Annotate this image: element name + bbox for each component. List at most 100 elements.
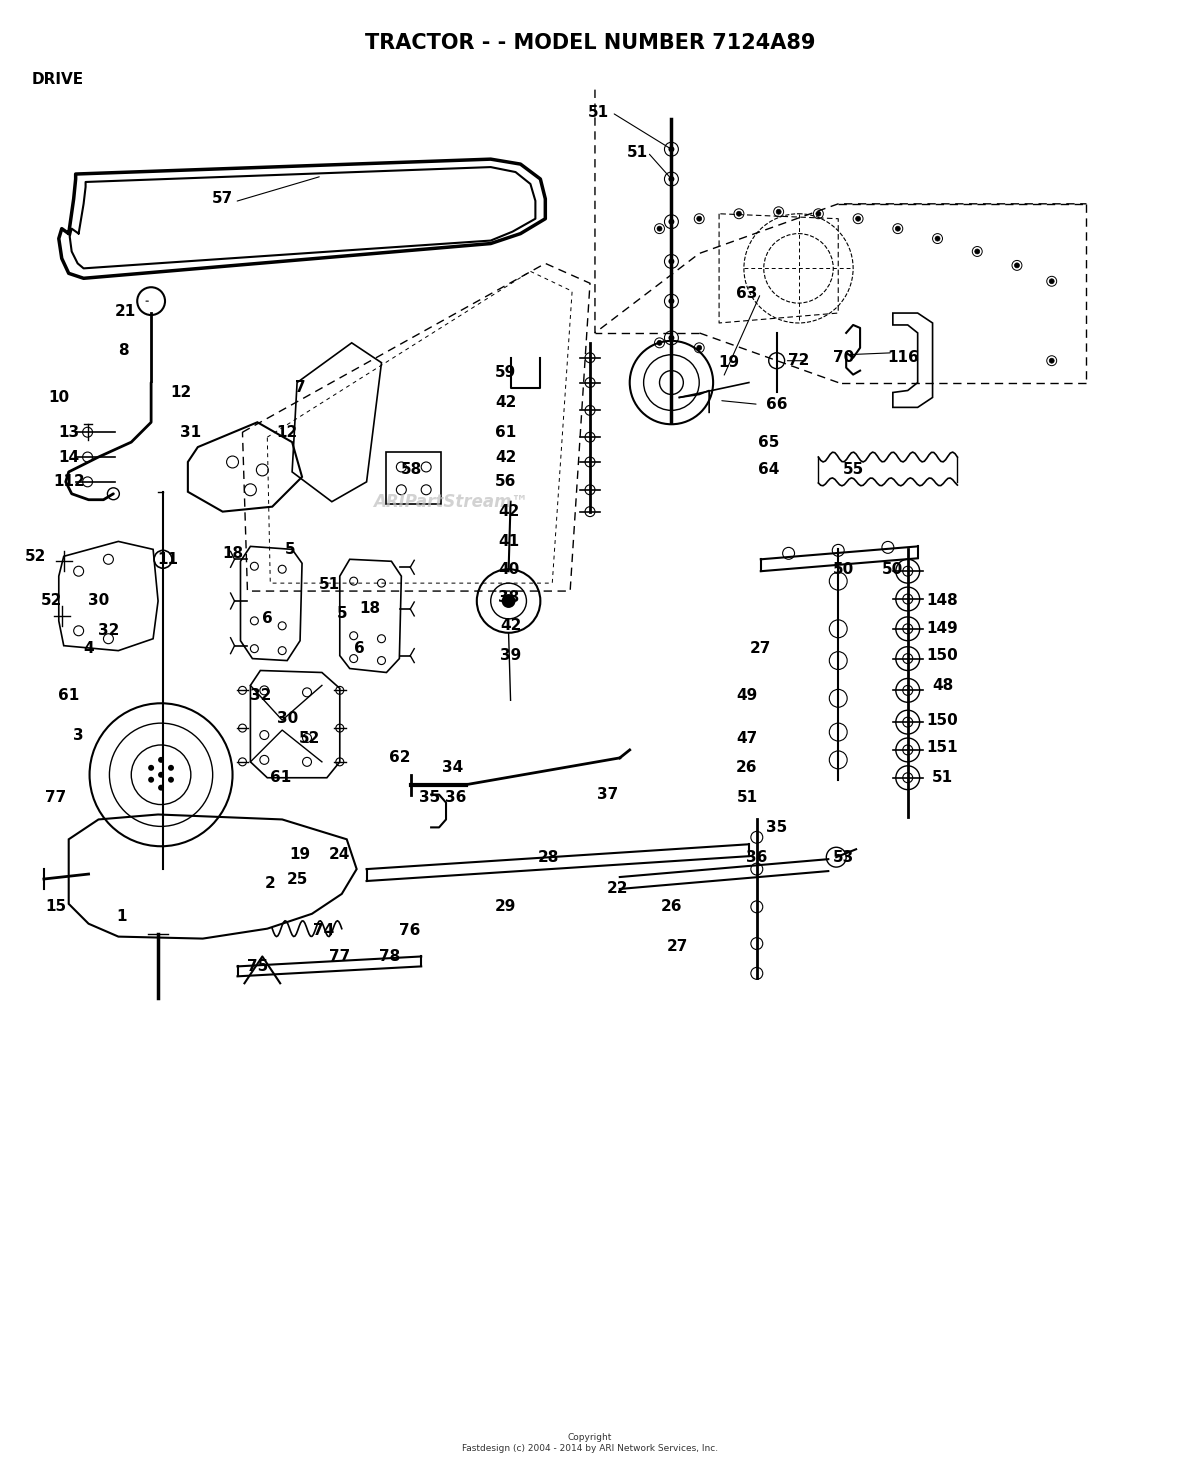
Text: 116: 116 [887, 350, 919, 365]
Circle shape [158, 771, 164, 777]
Text: 55: 55 [843, 463, 864, 478]
Text: 14: 14 [58, 449, 79, 464]
Text: 72: 72 [788, 353, 809, 368]
Text: 42: 42 [494, 394, 517, 409]
Circle shape [668, 147, 675, 153]
Circle shape [158, 785, 164, 790]
Text: 28: 28 [538, 850, 559, 865]
Circle shape [736, 211, 741, 217]
Circle shape [668, 335, 675, 341]
Text: 39: 39 [500, 648, 522, 663]
Text: 3: 3 [73, 728, 84, 743]
Text: 22: 22 [607, 881, 629, 896]
Text: 63: 63 [736, 286, 758, 301]
Text: 42: 42 [498, 504, 519, 519]
Text: 59: 59 [494, 365, 516, 380]
Circle shape [668, 298, 675, 304]
Circle shape [1049, 359, 1054, 363]
Circle shape [502, 595, 516, 608]
Circle shape [657, 341, 662, 346]
Text: 36: 36 [746, 850, 767, 865]
Text: 1: 1 [116, 909, 126, 924]
Circle shape [896, 227, 900, 231]
Text: 32: 32 [98, 623, 119, 638]
Text: 26: 26 [661, 899, 682, 915]
Text: 149: 149 [926, 621, 958, 636]
Circle shape [975, 249, 979, 254]
Text: 19: 19 [289, 847, 310, 862]
Circle shape [657, 227, 662, 231]
Text: 42: 42 [494, 449, 517, 464]
Text: Copyright
Fastdesign (c) 2004 - 2014 by ARI Network Services, Inc.: Copyright Fastdesign (c) 2004 - 2014 by … [461, 1433, 719, 1453]
Circle shape [168, 765, 173, 771]
Circle shape [668, 258, 675, 264]
Text: 40: 40 [498, 562, 519, 577]
Text: 27: 27 [750, 641, 772, 655]
Text: 65: 65 [758, 435, 780, 449]
Circle shape [1015, 262, 1020, 268]
Text: 8: 8 [118, 343, 129, 359]
Circle shape [668, 176, 675, 182]
Text: 52: 52 [41, 593, 63, 608]
Text: 30: 30 [87, 593, 109, 608]
Text: 18: 18 [222, 546, 243, 561]
Text: 27: 27 [667, 939, 688, 954]
Text: 64: 64 [758, 463, 780, 478]
Circle shape [149, 777, 155, 783]
Text: 36: 36 [445, 790, 466, 805]
Circle shape [668, 218, 675, 225]
Text: 151: 151 [926, 740, 958, 755]
Text: 51: 51 [588, 105, 609, 120]
Text: 51: 51 [627, 145, 648, 160]
Text: 77: 77 [45, 790, 66, 805]
Bar [386, 452, 441, 504]
Text: 76: 76 [399, 922, 420, 939]
Text: 61: 61 [494, 424, 516, 439]
Text: 10: 10 [48, 390, 70, 405]
Text: 57: 57 [212, 191, 234, 206]
Text: DRIVE: DRIVE [32, 73, 84, 87]
Text: 13: 13 [58, 424, 79, 439]
Circle shape [856, 217, 860, 221]
Text: 49: 49 [736, 688, 758, 703]
Text: TRACTOR - - MODEL NUMBER 7124A89: TRACTOR - - MODEL NUMBER 7124A89 [365, 33, 815, 53]
Text: 51: 51 [736, 790, 758, 805]
Text: 50: 50 [833, 562, 854, 577]
Text: 6: 6 [262, 611, 273, 626]
Text: 6: 6 [354, 641, 365, 655]
Circle shape [935, 236, 940, 242]
Text: 148: 148 [926, 593, 958, 608]
Text: 61: 61 [269, 770, 290, 785]
Text: 11: 11 [157, 552, 178, 567]
Text: 58: 58 [401, 463, 422, 478]
Text: 31: 31 [181, 424, 202, 439]
Text: 52: 52 [25, 549, 47, 564]
Circle shape [168, 777, 173, 783]
Text: 150: 150 [926, 648, 958, 663]
Text: 32: 32 [250, 688, 271, 703]
Text: 26: 26 [736, 761, 758, 776]
Text: 51: 51 [320, 577, 340, 592]
Text: 52: 52 [300, 731, 321, 746]
Text: 7: 7 [295, 380, 306, 394]
Text: 41: 41 [498, 534, 519, 549]
Text: 2: 2 [264, 876, 276, 891]
Text: 150: 150 [926, 713, 958, 728]
Text: 48: 48 [932, 678, 953, 693]
Circle shape [776, 209, 781, 214]
Text: 18: 18 [359, 602, 380, 617]
Text: 53: 53 [833, 850, 854, 865]
Circle shape [149, 765, 155, 771]
Text: 50: 50 [883, 562, 904, 577]
Text: 75: 75 [247, 960, 268, 974]
Circle shape [158, 756, 164, 762]
Text: 78: 78 [379, 949, 400, 964]
Text: 25: 25 [287, 872, 308, 887]
Text: 77: 77 [329, 949, 350, 964]
Text: 56: 56 [494, 475, 517, 489]
Text: 61: 61 [58, 688, 79, 703]
Text: 38: 38 [498, 590, 519, 605]
Text: 5: 5 [336, 607, 347, 621]
Text: 21: 21 [114, 304, 136, 319]
Text: 12: 12 [170, 386, 191, 400]
